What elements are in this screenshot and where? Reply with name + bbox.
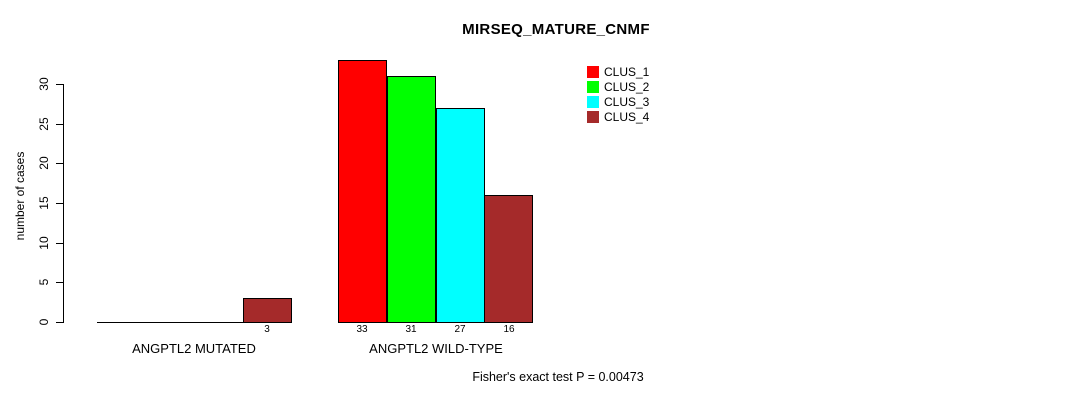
bar-clus_4-group2 xyxy=(484,195,533,323)
y-axis-tick xyxy=(56,282,63,284)
bar-clus_2-group1-zero xyxy=(145,322,195,323)
chart-title: MIRSEQ_MATURE_CNMF xyxy=(462,21,650,38)
bar-value-label: 27 xyxy=(454,324,466,335)
y-axis-tick-label: 30 xyxy=(37,77,51,91)
bar-value-label: 3 xyxy=(264,324,270,335)
legend-label: CLUS_2 xyxy=(604,79,650,94)
y-axis-tick xyxy=(56,163,63,165)
legend-item-clus_1: CLUS_1 xyxy=(587,64,649,79)
fisher-test-annotation: Fisher's exact test P = 0.00473 xyxy=(472,370,644,384)
y-axis-tick-label: 15 xyxy=(37,196,51,210)
y-axis-tick xyxy=(56,322,63,323)
y-axis-tick-label: 25 xyxy=(37,117,51,131)
legend-label: CLUS_4 xyxy=(604,109,650,124)
bar-clus_3-group2 xyxy=(436,108,485,323)
y-axis-title: number of cases xyxy=(13,151,27,241)
bar-value-label: 31 xyxy=(405,324,417,335)
legend-label: CLUS_3 xyxy=(604,94,650,109)
legend-swatch-clus_4 xyxy=(587,110,599,123)
legend: CLUS_1 CLUS_2 CLUS_3 CLUS_4 xyxy=(587,64,649,124)
legend-swatch-clus_3 xyxy=(587,95,599,108)
legend-swatch-clus_1 xyxy=(587,65,599,78)
x-axis-group-label: ANGPTL2 WILD-TYPE xyxy=(369,341,503,356)
bar-clus_2-group2 xyxy=(387,76,436,323)
y-axis-line xyxy=(63,84,64,323)
y-axis-tick xyxy=(56,242,63,244)
legend-label: CLUS_1 xyxy=(604,64,650,79)
bar-clus_4-group1 xyxy=(243,298,292,323)
y-axis-tick xyxy=(56,203,63,205)
y-axis-tick-label: 0 xyxy=(37,318,51,326)
legend-swatch-clus_2 xyxy=(587,80,599,93)
x-axis-group-label: ANGPTL2 MUTATED xyxy=(132,341,256,356)
legend-item-clus_4: CLUS_4 xyxy=(587,109,649,124)
bar-clus_1-group1-zero xyxy=(97,322,147,323)
y-axis-tick-label: 5 xyxy=(37,279,51,286)
y-axis-tick xyxy=(56,123,63,125)
bar-clus_3-group1-zero xyxy=(194,322,244,323)
y-axis-tick xyxy=(56,84,63,86)
y-axis-tick-label: 20 xyxy=(37,156,51,171)
y-axis-tick-label: 10 xyxy=(37,236,51,250)
legend-item-clus_2: CLUS_2 xyxy=(587,79,649,94)
bar-value-label: 33 xyxy=(356,324,368,335)
legend-item-clus_3: CLUS_3 xyxy=(587,94,649,109)
bar-clus_1-group2 xyxy=(338,60,387,323)
bar-value-label: 16 xyxy=(503,324,515,335)
